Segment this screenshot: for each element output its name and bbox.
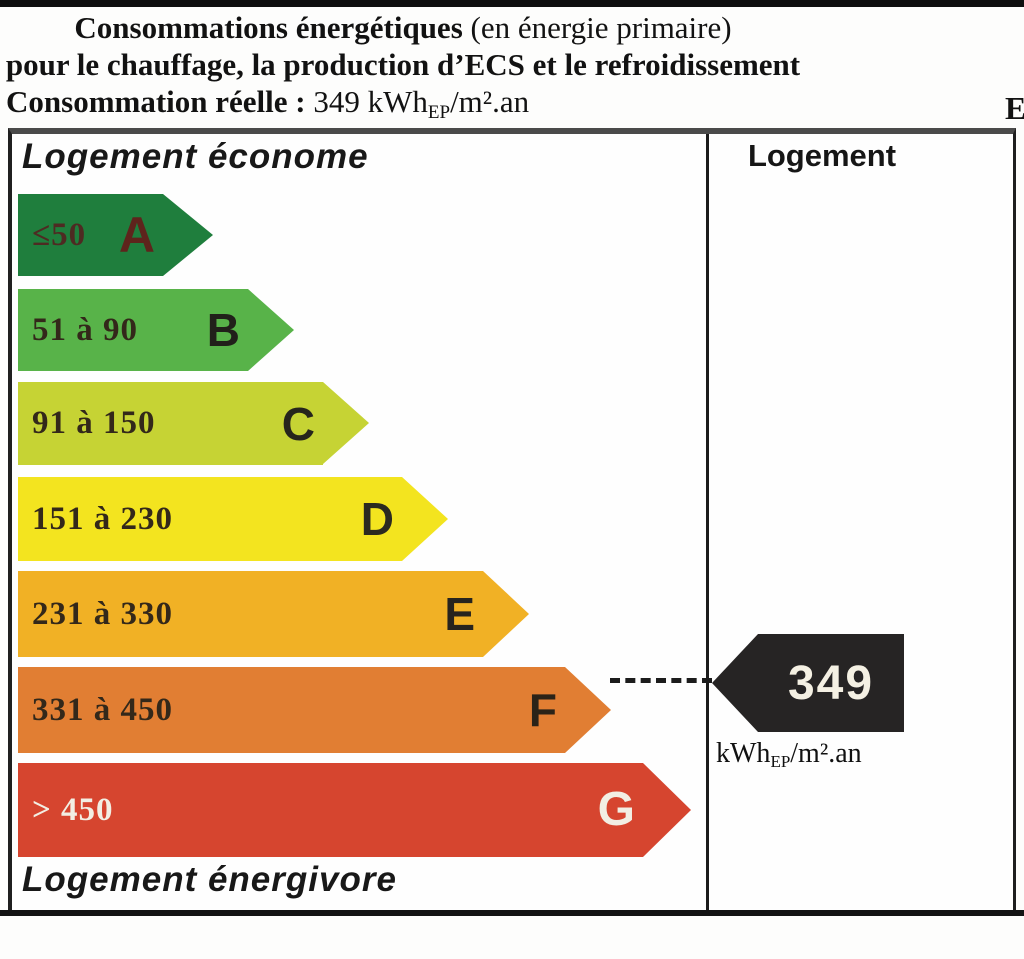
bar-range-label-d: 151 à 230 [32,500,173,537]
chart-title-block: Consommations énergétiques (en énergie p… [0,9,806,131]
bar-arrowhead-b [248,289,294,371]
marker-arrowhead [712,634,758,732]
scale-top-label: Logement économe [22,137,369,176]
bar-class-letter-g: G [597,783,635,836]
bar-arrowhead-d [402,477,448,561]
title-line-1: Consommations énergétiques (en énergie p… [0,9,806,46]
class-bar-f: 331 à 450 F [18,667,611,753]
bar-class-letter-b: B [206,304,240,356]
bar-body-a: ≤50 A [18,194,163,276]
bar-body-d: 151 à 230 D [18,477,402,561]
bar-body-e: 231 à 330 E [18,571,483,657]
top-border-rule [0,0,1024,7]
bar-range-label-g: > 450 [32,791,114,828]
class-bar-e: 231 à 330 E [18,571,529,657]
bar-class-letter-f: F [528,684,557,736]
class-bar-c: 91 à 150 C [18,382,369,465]
bar-arrowhead-f [565,667,611,753]
scale-bottom-label: Logement énergivore [22,860,397,899]
bar-body-b: 51 à 90 B [18,289,248,371]
bottom-border-rule [0,910,1024,916]
marker-dashed-connector [610,678,712,683]
bar-arrowhead-e [483,571,529,657]
bar-class-letter-d: D [360,493,394,545]
class-bar-d: 151 à 230 D [18,477,448,561]
bar-body-g: > 450 G [18,763,643,857]
bar-class-letter-e: E [444,588,475,640]
class-bar-g: > 450 G [18,763,691,857]
unit-subscript: EP [427,102,451,123]
bar-range-label-c: 91 à 150 [32,405,156,441]
real-consumption-label: Consommation réelle : [6,84,306,119]
title-line-3: Consommation réelle : 349 kWhEP/m².an [0,83,806,131]
dpe-scale-box: Logement économe ≤50 A 51 à 90 B 91 à 150 C 15… [8,128,1016,910]
real-consumption-value: 349 kWh [305,84,428,119]
marker-unit-prefix: kWh [716,738,771,769]
bar-arrowhead-c [323,382,369,464]
title-line-1-rest: (en énergie primaire) [462,10,732,45]
title-line-1-bold: Consommations énergétiques [74,10,463,45]
bar-range-label-b: 51 à 90 [32,311,138,348]
bar-body-f: 331 à 450 F [18,667,565,753]
bar-range-label-a: ≤50 [32,216,87,253]
bar-class-letter-a: A [118,207,155,263]
bar-arrowhead-g [643,763,691,857]
neighbor-panel-title-fragment: E [1005,90,1024,126]
class-bar-a: ≤50 A [18,194,213,276]
real-consumption-unit: /m².an [450,84,530,119]
bar-range-label-f: 331 à 450 [32,691,173,728]
marker-unit-rest: /m².an [790,738,862,769]
logement-column-header: Logement [747,138,897,173]
consumption-marker-arrow: 349 [712,634,904,732]
marker-value: 349 [758,634,904,732]
marker-unit-subscript: EP [770,752,791,771]
bar-body-c: 91 à 150 C [18,382,323,465]
bar-arrowhead-a [163,194,213,276]
title-line-2: pour le chauffage, la production d’ECS e… [5,47,801,82]
bar-range-label-e: 231 à 330 [32,595,173,632]
bar-class-letter-c: C [281,397,315,450]
class-bar-b: 51 à 90 B [18,289,294,371]
marker-unit: kWhEP/m².an [716,738,862,772]
column-divider-line [706,134,709,910]
